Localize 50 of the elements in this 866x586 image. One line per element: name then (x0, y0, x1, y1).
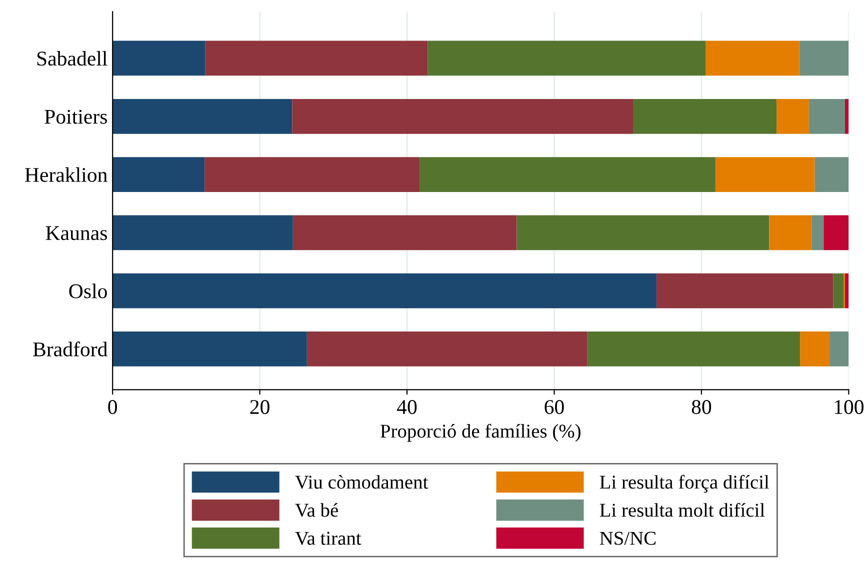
bar (292, 98, 634, 134)
bar (633, 98, 777, 134)
y-tick-label: Heraklion (25, 167, 108, 182)
x-tick-label: 0 (108, 400, 117, 414)
bar (587, 332, 800, 366)
bar (812, 215, 824, 250)
bar (833, 273, 844, 308)
x-tick-label: 80 (692, 400, 712, 414)
bar (112, 98, 292, 134)
y-tick-label: Bradford (33, 342, 108, 356)
bar (799, 40, 849, 76)
x-axis-title: Proporció de famílies (%) (380, 424, 580, 442)
bar (776, 98, 809, 134)
bar (814, 157, 849, 192)
bar (808, 98, 845, 134)
legend-label: Li resulta força difícil (600, 474, 770, 493)
x-tick-label: 40 (397, 400, 417, 414)
bar (845, 98, 849, 134)
legend-label: Viu còmodament (295, 475, 428, 489)
bar (516, 215, 770, 250)
x-tick-label: 20 (250, 400, 270, 414)
bar (769, 215, 812, 250)
y-tick-label: Kaunas (46, 226, 107, 240)
bar (112, 332, 307, 366)
y-tick-label: Sabadell (37, 51, 108, 66)
bar (112, 215, 293, 250)
bar (306, 332, 588, 366)
bar (204, 157, 420, 192)
bar (656, 273, 834, 308)
legend-label: Va bé (295, 503, 338, 517)
x-tick-label: 60 (544, 400, 564, 414)
bar (830, 332, 849, 366)
y-tick-label: Oslo (69, 284, 107, 298)
bar (112, 157, 205, 192)
bar (706, 40, 800, 76)
bar (420, 157, 716, 192)
bar (428, 40, 706, 76)
y-tick-label: Poitiers (44, 110, 107, 124)
legend-label: Li resulta molt difícil (600, 502, 765, 517)
bar (800, 332, 830, 366)
bar (292, 215, 517, 250)
bar (845, 273, 849, 308)
legend-label: Va tirant (295, 532, 362, 545)
bar (824, 215, 849, 250)
bar (112, 273, 657, 308)
bar (715, 157, 815, 192)
x-tick-label: 100 (834, 400, 864, 414)
legend-label: NS/NC (600, 532, 656, 545)
bar (205, 40, 428, 76)
bar (112, 40, 206, 76)
